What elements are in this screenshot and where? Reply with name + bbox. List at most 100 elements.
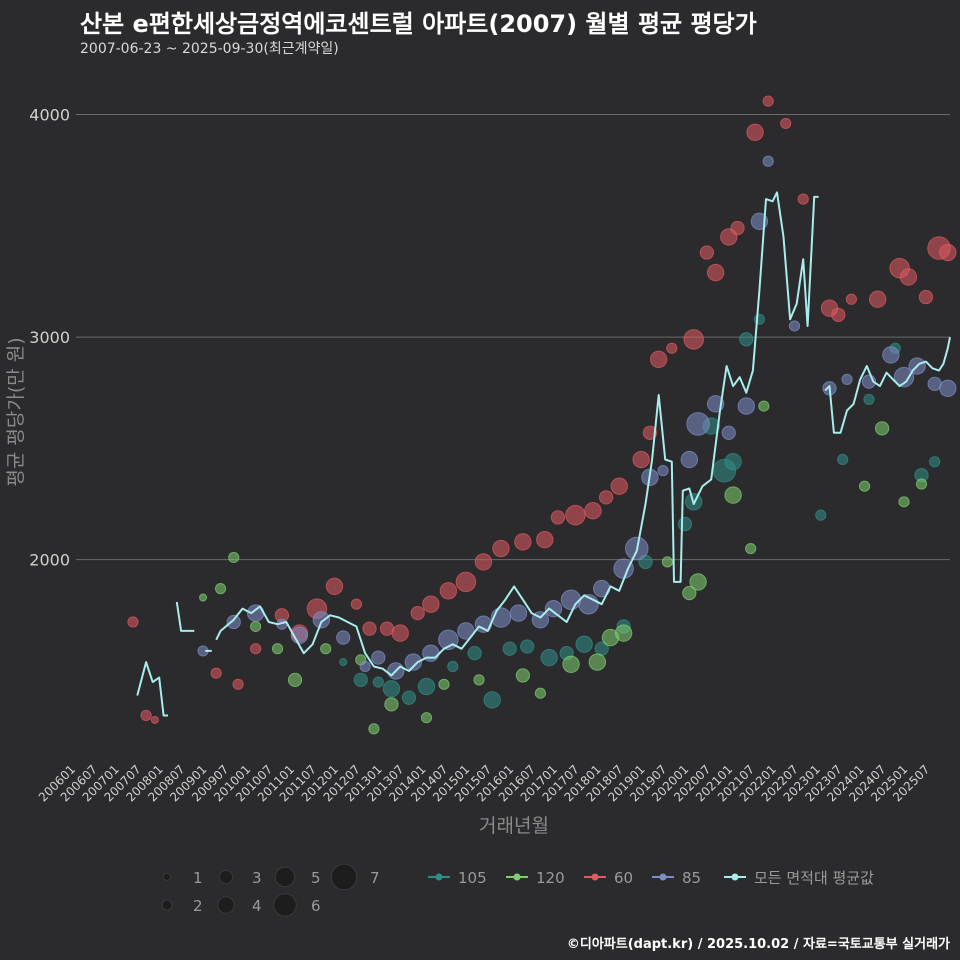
- point-60: [410, 605, 425, 621]
- point-60: [746, 123, 764, 142]
- size-legend-circle: [217, 896, 235, 914]
- average-line-segment: [136, 661, 168, 717]
- point-60: [550, 510, 566, 525]
- point-105: [401, 690, 417, 705]
- point-60: [455, 571, 477, 593]
- series-legend-label: 120: [536, 869, 565, 887]
- point-60: [391, 624, 409, 642]
- point-60: [127, 616, 139, 628]
- point-60: [899, 268, 918, 286]
- point-60: [845, 293, 858, 305]
- point-105: [540, 648, 558, 667]
- point-60: [649, 350, 668, 369]
- point-120: [858, 480, 871, 492]
- y-axis-ticks: 2000 3000 4000: [29, 106, 70, 570]
- point-85: [841, 373, 853, 385]
- point-85: [312, 611, 331, 629]
- point-105: [502, 641, 517, 656]
- y-tick-label: 2000: [29, 551, 70, 570]
- point-120: [214, 583, 227, 595]
- size-legend-circle: [274, 866, 296, 888]
- point-60: [762, 95, 774, 107]
- size-legend-label: 5: [311, 869, 321, 887]
- point-85: [680, 450, 699, 469]
- point-120: [874, 421, 890, 436]
- point-105: [815, 509, 827, 521]
- size-legend-label: 4: [252, 897, 262, 915]
- point-105: [339, 658, 348, 667]
- point-60: [918, 289, 934, 305]
- point-60: [325, 577, 344, 596]
- point-105: [483, 691, 501, 709]
- point-60: [140, 709, 152, 722]
- point-120: [915, 478, 928, 490]
- point-85: [560, 589, 582, 610]
- point-105: [382, 680, 401, 698]
- size-legend-circle: [162, 872, 172, 882]
- point-120: [588, 653, 607, 671]
- point-120: [384, 697, 399, 712]
- point-85: [226, 614, 241, 630]
- point-120: [271, 643, 284, 655]
- size-legend-label: 3: [252, 869, 262, 887]
- point-85: [359, 660, 371, 673]
- x-axis-ticks: 2006012006072007012007072008012008072009…: [36, 762, 933, 804]
- point-85: [882, 346, 900, 364]
- point-60: [474, 553, 493, 571]
- point-85: [457, 622, 475, 640]
- point-85: [939, 379, 957, 397]
- size-legend-label: 7: [370, 869, 380, 887]
- point-60: [565, 504, 586, 526]
- point-85: [371, 650, 386, 665]
- series-legend-dot: [591, 873, 599, 881]
- point-60: [632, 450, 650, 469]
- source-caption: ©디아파트(dapt.kr) / 2025.10.02 / 자료=국토교통부 실…: [566, 937, 950, 952]
- point-60: [439, 582, 458, 600]
- point-60: [831, 307, 846, 322]
- size-legend-circle: [330, 863, 358, 891]
- point-60: [492, 539, 510, 558]
- point-60: [250, 643, 262, 655]
- point-120: [745, 542, 757, 555]
- size-legend: 1 3 5 7 2 4 6: [161, 863, 380, 917]
- point-120: [682, 585, 697, 601]
- average-line: [136, 191, 951, 717]
- point-60: [869, 290, 887, 308]
- point-105: [863, 393, 875, 406]
- point-60: [422, 595, 440, 613]
- point-85: [657, 465, 669, 477]
- size-legend-label: 2: [193, 897, 203, 915]
- point-105: [724, 453, 742, 471]
- point-85: [336, 630, 351, 645]
- y-axis-title: 평균 평당가(만 원): [5, 337, 27, 486]
- point-105: [837, 453, 849, 466]
- grid-lines: [76, 114, 950, 561]
- point-105: [739, 332, 754, 347]
- point-120: [320, 643, 332, 655]
- series-legend-dot: [513, 873, 521, 881]
- point-60: [598, 490, 614, 505]
- point-105: [929, 456, 941, 468]
- point-60: [584, 502, 602, 520]
- point-120: [898, 496, 910, 508]
- point-105: [467, 646, 482, 661]
- chart-title: 산본 e편한세상금정역에코센트럴 아파트(2007) 월별 평균 평당가: [80, 10, 757, 38]
- series-legend: 105 120 60 85 모든 면적대 평균값: [428, 869, 874, 887]
- series-legend-dot: [659, 873, 667, 881]
- point-120: [758, 400, 770, 412]
- average-line-segment: [824, 336, 951, 434]
- average-line-segment: [175, 601, 195, 632]
- point-120: [562, 655, 580, 673]
- point-85: [544, 599, 563, 618]
- point-85: [893, 366, 915, 388]
- point-60: [210, 667, 222, 679]
- y-tick-label: 3000: [29, 328, 70, 347]
- series-legend-label: 105: [458, 869, 487, 887]
- x-axis-title: 거래년월: [479, 815, 549, 837]
- point-120: [661, 556, 674, 568]
- point-60: [232, 678, 244, 690]
- point-60: [642, 425, 658, 440]
- point-105: [447, 660, 459, 673]
- point-85: [737, 397, 755, 415]
- point-85: [686, 412, 710, 436]
